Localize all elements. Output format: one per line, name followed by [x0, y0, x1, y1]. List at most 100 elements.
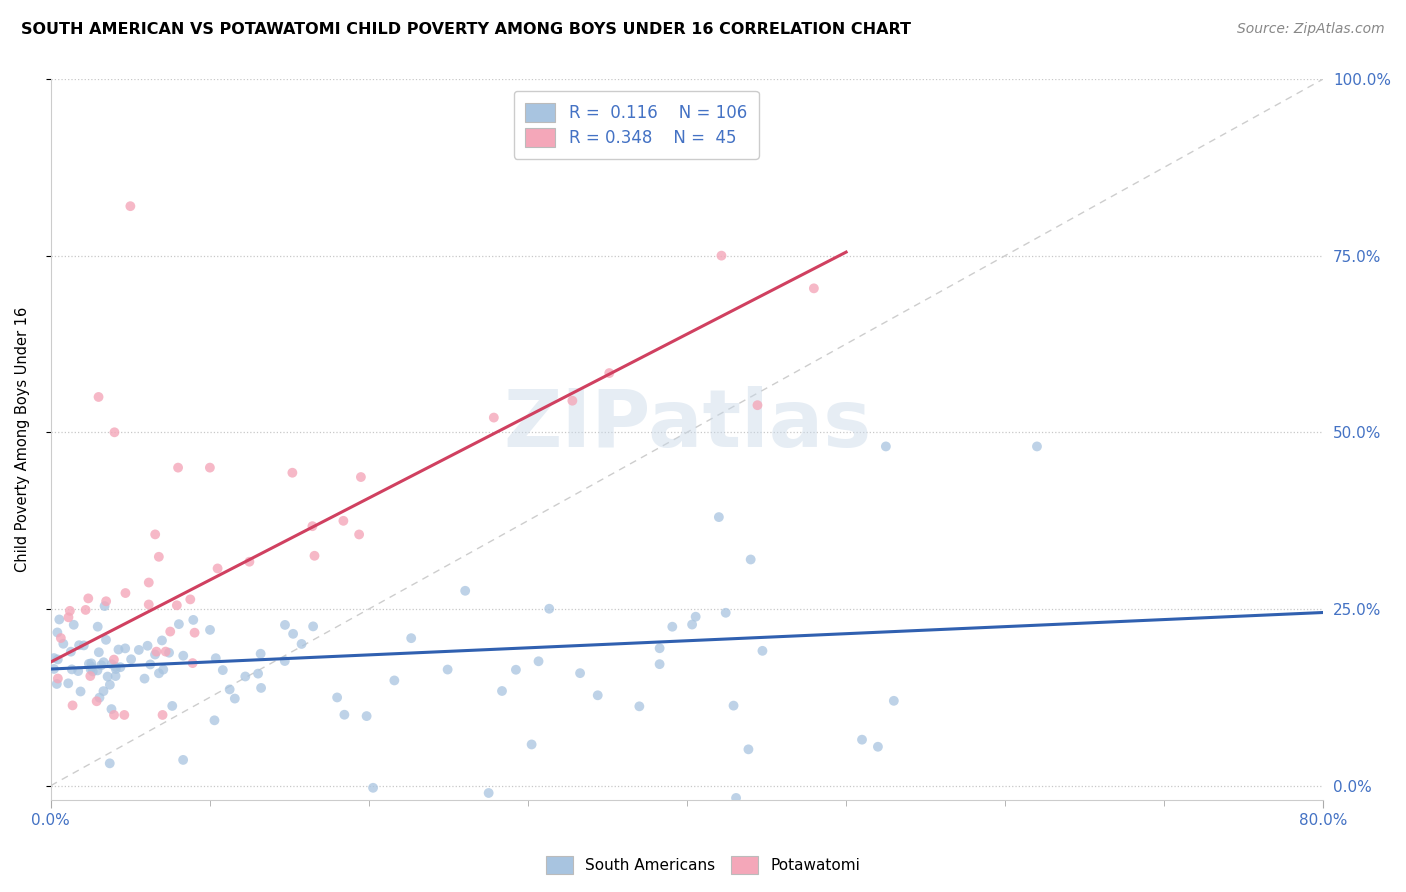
- Point: [148, 666, 170, 681]
- Point: [77, 591, 100, 606]
- Point: [60, 662, 83, 676]
- Point: [233, 669, 256, 683]
- Point: [69, 684, 91, 698]
- Point: [586, 688, 609, 702]
- Legend: South Americans, Potawatomi: South Americans, Potawatomi: [540, 850, 866, 880]
- Point: [120, 652, 142, 666]
- Point: [207, 561, 229, 575]
- Point: [86, 694, 108, 708]
- Point: [93, 599, 115, 613]
- Point: [42, 651, 65, 665]
- Text: Source: ZipAtlas.com: Source: ZipAtlas.com: [1237, 22, 1385, 37]
- Point: [866, 739, 889, 754]
- Point: [59, 604, 82, 618]
- Point: [436, 663, 458, 677]
- Point: [150, 633, 173, 648]
- Point: [274, 618, 297, 632]
- Point: [685, 609, 707, 624]
- Point: [152, 663, 174, 677]
- Text: SOUTH AMERICAN VS POTAWATOMI CHILD POVERTY AMONG BOYS UNDER 16 CORRELATION CHART: SOUTH AMERICAN VS POTAWATOMI CHILD POVER…: [21, 22, 911, 37]
- Point: [166, 599, 188, 613]
- Point: [77, 657, 100, 671]
- Point: [247, 666, 270, 681]
- Point: [94, 632, 117, 647]
- Point: [58, 676, 80, 690]
- Y-axis label: Child Poverty Among Boys Under 16: Child Poverty Among Boys Under 16: [15, 307, 30, 572]
- Point: [62, 698, 84, 713]
- Point: [98, 756, 121, 771]
- Text: ZIPatlas: ZIPatlas: [503, 386, 872, 464]
- Point: [103, 652, 125, 666]
- Point: [747, 398, 769, 412]
- Point: [347, 527, 370, 541]
- Point: [138, 575, 160, 590]
- Point: [87, 620, 110, 634]
- Point: [527, 654, 550, 668]
- Point: [714, 606, 737, 620]
- Point: [725, 791, 748, 805]
- Point: [104, 659, 127, 673]
- Point: [75, 603, 97, 617]
- Point: [93, 684, 115, 698]
- Point: [218, 682, 240, 697]
- Point: [48, 612, 70, 626]
- Point: [172, 753, 194, 767]
- Point: [138, 598, 160, 612]
- Point: [333, 707, 356, 722]
- Point: [139, 657, 162, 672]
- Point: [179, 592, 201, 607]
- Point: [301, 519, 323, 533]
- Legend: R =  0.116    N = 106, R = 0.348    N =  45: R = 0.116 N = 106, R = 0.348 N = 45: [513, 91, 759, 159]
- Point: [723, 698, 745, 713]
- Point: [155, 644, 177, 658]
- Point: [172, 648, 194, 663]
- Point: [86, 664, 108, 678]
- Point: [46, 652, 69, 666]
- Point: [80, 660, 103, 674]
- Point: [67, 638, 90, 652]
- Point: [851, 732, 873, 747]
- Point: [145, 645, 167, 659]
- Point: [104, 669, 127, 683]
- Point: [628, 699, 651, 714]
- Point: [350, 470, 373, 484]
- Point: [157, 646, 180, 660]
- Point: [281, 627, 304, 641]
- Point: [478, 786, 501, 800]
- Point: [361, 780, 384, 795]
- Point: [94, 594, 117, 608]
- Point: [274, 654, 297, 668]
- Point: [751, 644, 773, 658]
- Point: [100, 657, 122, 672]
- Point: [290, 637, 312, 651]
- Point: [67, 664, 90, 678]
- Point: [90, 658, 112, 673]
- Point: [143, 648, 166, 662]
- Point: [737, 742, 759, 756]
- Point: [98, 678, 121, 692]
- Point: [648, 641, 671, 656]
- Point: [250, 681, 273, 695]
- Point: [875, 439, 897, 453]
- Point: [87, 390, 110, 404]
- Point: [249, 647, 271, 661]
- Point: [152, 708, 174, 723]
- Point: [326, 690, 349, 705]
- Point: [159, 624, 181, 639]
- Point: [120, 199, 142, 213]
- Point: [104, 662, 127, 676]
- Point: [661, 620, 683, 634]
- Point: [148, 549, 170, 564]
- Point: [89, 690, 111, 705]
- Point: [382, 673, 405, 688]
- Point: [803, 281, 825, 295]
- Point: [62, 617, 84, 632]
- Point: [112, 708, 135, 723]
- Point: [707, 510, 730, 524]
- Point: [45, 677, 67, 691]
- Point: [204, 651, 226, 665]
- Point: [598, 366, 620, 380]
- Point: [748, 799, 770, 814]
- Point: [332, 514, 354, 528]
- Point: [49, 631, 72, 645]
